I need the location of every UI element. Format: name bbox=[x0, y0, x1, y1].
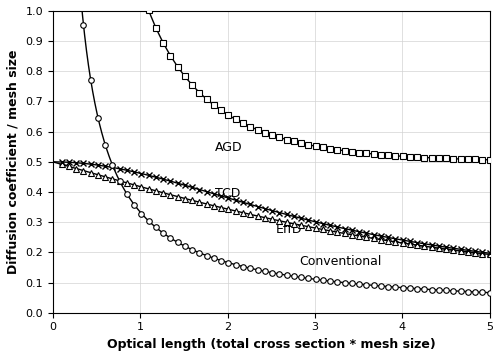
Text: TCD: TCD bbox=[214, 187, 240, 199]
Y-axis label: Diffusion coefficient / mesh size: Diffusion coefficient / mesh size bbox=[7, 50, 20, 274]
Text: EffD: EffD bbox=[276, 223, 302, 236]
Text: AGD: AGD bbox=[214, 141, 242, 154]
Text: Conventional: Conventional bbox=[299, 255, 382, 268]
X-axis label: Optical length (total cross section * mesh size): Optical length (total cross section * me… bbox=[107, 338, 436, 351]
